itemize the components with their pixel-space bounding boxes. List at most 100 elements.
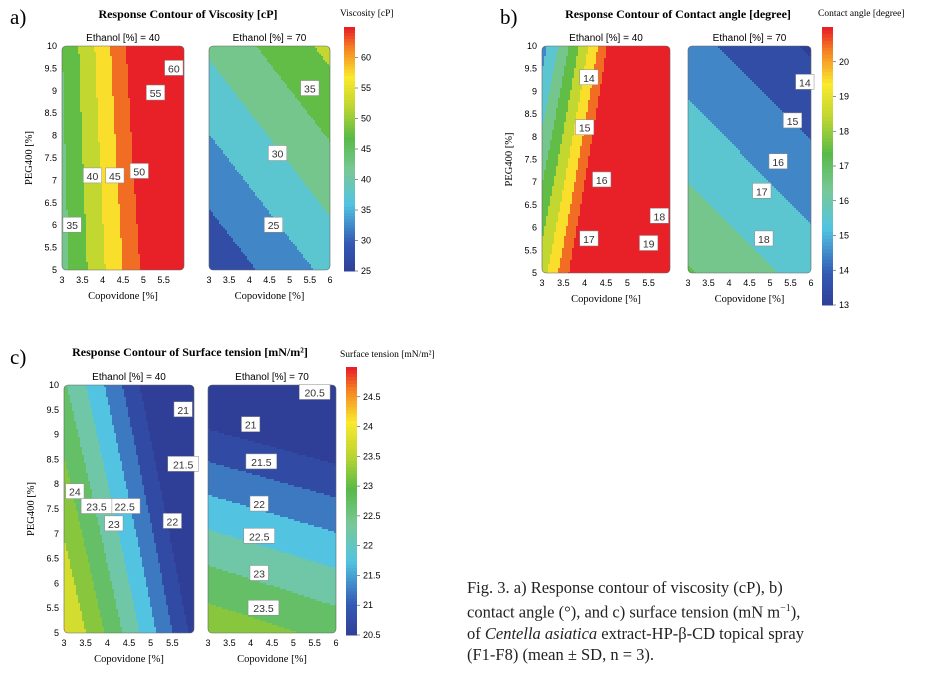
caption-species: Centella asiatica xyxy=(485,624,597,643)
caption-line-2b: ), xyxy=(791,603,801,622)
contour-label-box xyxy=(65,483,85,499)
contour-label: 23.5 xyxy=(253,603,274,615)
x-tick-label: 5.5 xyxy=(308,638,321,648)
colorbar-tick-label: 18 xyxy=(839,126,849,136)
x-tick-label: 5.5 xyxy=(784,278,797,288)
y-tick-label: 5.5 xyxy=(46,603,59,613)
contour-label: 22.5 xyxy=(249,531,270,543)
caption-line-3: of Centella asiatica extract-HP-β-CD top… xyxy=(467,623,927,644)
contour-label-box xyxy=(105,167,125,184)
colorbar: Surface tension [mN/m²] 20.5 21 21.5 22 22.5 2… xyxy=(340,349,435,640)
colorbar-label: Viscosity [cP] xyxy=(340,9,394,19)
y-tick-label: 6 xyxy=(532,223,537,233)
x-tick-label: 3.5 xyxy=(223,638,236,648)
subplot-label: Ethanol [%] = 70 xyxy=(235,372,309,383)
caption-line-2a: contact angle (°), and c) surface tensio… xyxy=(467,603,780,622)
contour-label-box xyxy=(104,515,124,532)
colorbar-tick-label: 19 xyxy=(839,92,849,102)
x-axis-label: Copovidone [%] xyxy=(88,291,158,302)
subplot-label: Ethanol [%] = 70 xyxy=(713,33,787,44)
contour-label-box xyxy=(249,495,269,512)
figure-caption: Fig. 3. a) Response contour of viscosity… xyxy=(467,577,927,665)
contour-label: 15 xyxy=(787,116,799,128)
chart-title: Response Contour of Viscosity [cP] xyxy=(98,7,277,21)
panel-label: b) xyxy=(500,5,518,29)
contour-label: 23 xyxy=(253,568,265,580)
contour-label: 19 xyxy=(643,238,655,250)
y-tick-label: 9.5 xyxy=(524,64,537,74)
contour-label-box xyxy=(649,208,669,224)
colorbar-tick-label: 21.5 xyxy=(363,570,381,580)
caption-line-2: contact angle (°), and c) surface tensio… xyxy=(467,598,927,623)
contour-label: 20.5 xyxy=(304,387,325,399)
chart-title: Response Contour of Surface tension [mN/… xyxy=(72,345,308,359)
x-tick-label: 3.5 xyxy=(702,278,715,288)
caption-line-4: (F1-F8) (mean ± SD, n = 3). xyxy=(467,644,927,665)
x-tick-label: 5.5 xyxy=(166,638,179,648)
contour-label: 50 xyxy=(133,166,145,178)
subplot-label: Ethanol [%] = 70 xyxy=(233,33,307,44)
y-tick-label: 9.5 xyxy=(46,405,59,415)
colorbar-tick-label: 23.5 xyxy=(363,451,381,461)
plot-frame xyxy=(541,45,671,274)
colorbar-tick-label: 16 xyxy=(839,196,849,206)
contour-label-box xyxy=(80,498,113,514)
panel-label: a) xyxy=(10,5,26,29)
contour-label-box xyxy=(173,401,193,418)
y-tick-label: 6.5 xyxy=(524,200,537,210)
colorbar: Contact angle [degree] 13 14 15 16 17 18 19 20 xyxy=(818,9,905,310)
contour-label-box xyxy=(247,599,280,616)
contour-label-box xyxy=(146,84,165,101)
y-tick-label: 5.5 xyxy=(44,243,57,253)
x-tick-label: 4.5 xyxy=(743,278,756,288)
contour-label-box xyxy=(83,167,102,184)
contour-label: 17 xyxy=(756,186,768,198)
y-tick-label: 6.5 xyxy=(44,198,57,208)
contour-label: 18 xyxy=(653,211,665,223)
colorbar-tick-label: 20.5 xyxy=(363,630,381,640)
contour-label: 60 xyxy=(168,63,180,75)
subplot-2: Ethanol [%] = 70 14 15 16 17 18 3 3.5 4 4.5 5 5.5 6 C… xyxy=(685,33,815,305)
contour-label-box xyxy=(579,69,599,86)
contour-label-box xyxy=(752,183,772,199)
y-tick-label: 9 xyxy=(54,430,59,440)
y-tick-label: 6.5 xyxy=(46,554,59,564)
y-tick-label: 5 xyxy=(532,268,537,278)
contour-label: 24 xyxy=(69,487,81,499)
x-tick-label: 6 xyxy=(808,278,813,288)
x-tick-label: 5.5 xyxy=(304,275,317,285)
colorbar-tick-label: 60 xyxy=(361,53,371,63)
contour-fill xyxy=(542,46,670,273)
colorbar-label: Contact angle [degree] xyxy=(818,9,905,19)
colorbar-tick-label: 14 xyxy=(839,265,849,275)
contour-label: 16 xyxy=(596,175,608,187)
y-tick-label: 5.5 xyxy=(524,245,537,255)
x-tick-label: 4 xyxy=(248,638,253,648)
x-axis-label: Copovidone [%] xyxy=(715,294,785,305)
contour-label-box xyxy=(264,216,283,233)
colorbar-tick-label: 45 xyxy=(361,144,371,154)
contour-label: 25 xyxy=(268,220,280,232)
x-axis-label: Copovidone [%] xyxy=(235,291,305,302)
plot-frame xyxy=(208,45,331,271)
plot-frame xyxy=(687,45,812,274)
chart-title: Response Contour of Contact angle [degre… xyxy=(565,7,791,21)
x-tick-label: 3 xyxy=(61,638,66,648)
colorbar-tick-label: 24.5 xyxy=(363,392,381,402)
x-tick-label: 4.5 xyxy=(600,278,613,288)
y-tick-label: 10 xyxy=(47,41,57,51)
contour-label-box xyxy=(162,513,182,529)
y-tick-label: 6 xyxy=(52,220,57,230)
x-tick-label: 4.5 xyxy=(263,275,276,285)
contour-label-box xyxy=(768,153,788,170)
panel-label: c) xyxy=(10,345,26,369)
contour-label-box xyxy=(164,60,184,76)
contour-label: 15 xyxy=(579,123,591,135)
x-tick-label: 3 xyxy=(206,275,211,285)
x-tick-label: 4 xyxy=(726,278,731,288)
x-tick-label: 3 xyxy=(59,275,64,285)
y-axis-label: PEG400 [%] xyxy=(504,133,515,187)
colorbar-tick-label: 15 xyxy=(839,231,849,241)
contour-label: 14 xyxy=(799,77,811,89)
x-tick-label: 5.5 xyxy=(642,278,655,288)
